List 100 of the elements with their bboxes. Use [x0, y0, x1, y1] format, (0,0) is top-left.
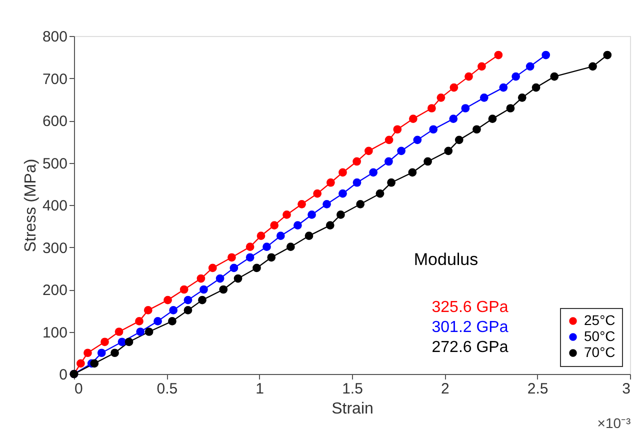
point	[338, 189, 347, 198]
point	[526, 62, 534, 71]
point	[219, 285, 228, 294]
x-tick-label: 2	[440, 380, 450, 398]
x-tick-label: 1.5	[342, 380, 363, 398]
point	[338, 168, 347, 177]
point	[262, 242, 271, 251]
point	[512, 72, 520, 81]
text: ×10⁻³	[597, 415, 632, 431]
legend-label: 50°C	[584, 328, 616, 344]
y-tick-label: 400	[42, 198, 68, 214]
point	[494, 50, 503, 60]
point	[472, 125, 481, 134]
point	[234, 274, 242, 283]
annotation: 272.6 GPa	[432, 339, 508, 356]
point	[282, 210, 291, 219]
point	[384, 136, 394, 144]
point	[144, 306, 152, 314]
point	[180, 285, 188, 294]
point	[184, 296, 192, 304]
point	[216, 274, 224, 283]
point	[208, 264, 217, 272]
point	[322, 200, 331, 208]
x-tick-label: 0.5	[156, 380, 178, 398]
y-tick-label: 800	[42, 28, 68, 46]
point	[464, 72, 473, 81]
y-tick-label: 300	[42, 240, 68, 257]
point	[230, 264, 238, 272]
point	[124, 338, 134, 346]
point	[304, 232, 314, 240]
point	[256, 232, 266, 240]
point	[114, 328, 124, 336]
point	[413, 136, 422, 144]
x-tick-label: 2.5	[527, 380, 548, 398]
point	[550, 72, 559, 81]
x-tick-label: 1	[256, 380, 264, 398]
point	[376, 189, 384, 198]
point	[449, 114, 458, 123]
point	[356, 200, 365, 208]
point	[110, 348, 119, 358]
point	[200, 285, 208, 294]
legend-label: 25°C	[584, 312, 616, 328]
point	[164, 296, 172, 304]
x-axis-title: Strain	[332, 400, 374, 418]
point	[298, 200, 306, 208]
point	[428, 104, 436, 112]
point	[168, 317, 176, 326]
point	[364, 146, 373, 156]
point	[198, 296, 206, 304]
y-tick-label: 700	[42, 70, 68, 88]
point	[228, 253, 236, 262]
point	[144, 328, 154, 336]
point	[518, 94, 526, 102]
point	[336, 210, 345, 219]
point	[118, 338, 126, 346]
point	[408, 114, 418, 123]
point	[488, 114, 497, 123]
point	[286, 242, 295, 251]
point	[135, 317, 144, 326]
point	[90, 359, 99, 368]
y-tick-label: 200	[42, 282, 68, 299]
annotation: Modulus	[414, 250, 478, 269]
point	[76, 359, 85, 368]
y-tick-label: 500	[42, 155, 68, 172]
point	[326, 178, 335, 187]
y-tick-label: 100	[42, 324, 68, 342]
point	[352, 157, 361, 166]
point	[97, 348, 106, 358]
x-tick-label: 0	[74, 380, 83, 398]
point	[294, 221, 302, 230]
point	[196, 274, 206, 283]
point	[450, 83, 458, 92]
point	[246, 253, 254, 262]
point	[387, 178, 396, 187]
point	[252, 264, 261, 272]
point	[246, 242, 254, 251]
point	[276, 232, 285, 240]
point	[326, 221, 334, 230]
point	[397, 146, 406, 156]
point	[369, 168, 378, 177]
y-tick-label: 0	[59, 366, 68, 384]
point	[461, 104, 470, 112]
point	[313, 189, 322, 198]
point	[270, 221, 279, 230]
y-axis-title: Stress (MPa)	[22, 158, 40, 252]
point	[184, 306, 192, 314]
point	[169, 306, 178, 314]
point	[506, 104, 515, 112]
point	[393, 125, 402, 134]
annotation: 301.2 GPa	[432, 319, 508, 336]
point	[436, 94, 446, 102]
point	[444, 146, 453, 156]
point	[408, 168, 417, 177]
point	[424, 157, 432, 166]
y-tick-label: 600	[42, 113, 68, 130]
point	[480, 94, 488, 102]
point	[267, 253, 276, 262]
annotation: 325.6 GPa	[432, 299, 508, 316]
point	[84, 348, 92, 358]
x-tick-label: 3	[622, 380, 630, 398]
